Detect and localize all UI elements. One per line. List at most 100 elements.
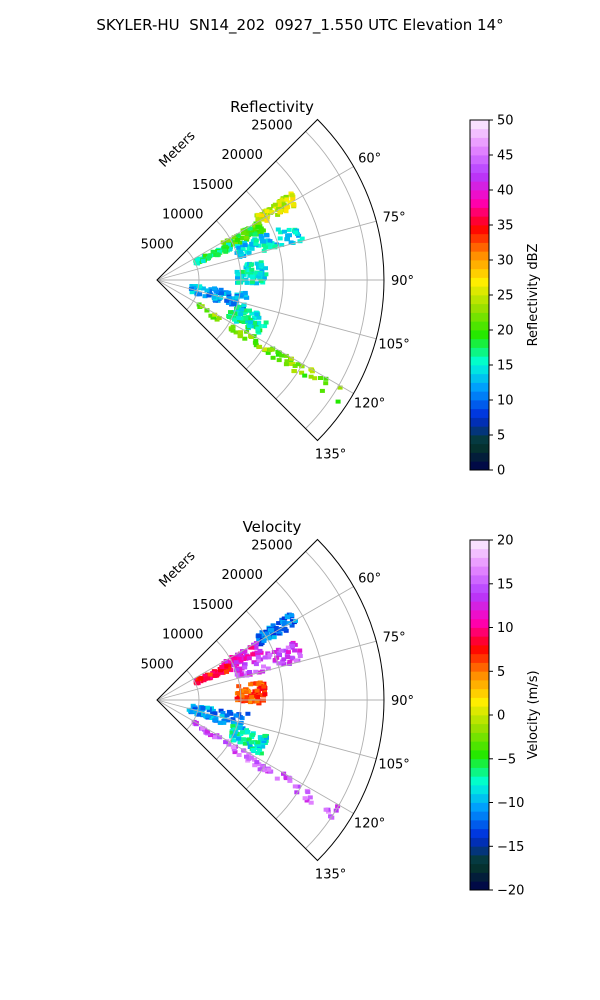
echo-cell: [283, 353, 289, 358]
echo-cell: [229, 730, 235, 735]
azimuth-spoke: [156, 166, 354, 281]
echo-cell: [254, 312, 260, 317]
echo-cell: [275, 212, 281, 217]
echo-cluster: [186, 703, 251, 731]
echo-cell: [228, 668, 234, 673]
echo-cell: [290, 644, 295, 648]
echo-cell: [243, 699, 249, 703]
echo-cell: [226, 242, 231, 247]
echo-cell: [226, 238, 232, 243]
echo-cell: [243, 237, 249, 242]
echo-cell: [239, 292, 245, 297]
echo-cell: [275, 227, 281, 232]
azimuth-tick-label: 120°: [354, 397, 385, 412]
echo-cell: [318, 376, 323, 380]
echo-cell: [246, 268, 252, 273]
echo-cell: [277, 236, 283, 241]
echo-cell: [293, 658, 299, 663]
echo-cell: [212, 312, 218, 317]
velocity-panel: Velocity 60° 75° 90° 105° 120° 135° 5000 10000 15…: [0, 510, 600, 930]
echo-cell: [242, 649, 248, 654]
echo-cell: [200, 726, 206, 731]
colorbar-swatch: [470, 793, 489, 803]
echo-cell: [266, 636, 272, 641]
echo-cell: [230, 724, 236, 729]
echo-cell: [247, 318, 253, 322]
echo-cell: [240, 316, 246, 321]
echo-cell: [256, 274, 262, 279]
echo-cell: [256, 221, 262, 226]
echo-cell: [248, 320, 253, 325]
echo-cell: [254, 270, 260, 275]
echo-cell: [258, 684, 264, 689]
echo-cell: [213, 252, 219, 257]
echo-cell: [283, 776, 289, 781]
echo-cell: [246, 752, 252, 757]
echo-cell: [285, 655, 291, 659]
echo-cell: [247, 670, 253, 674]
echo-cell: [275, 352, 281, 357]
colorbar-tick-label: 10: [497, 621, 514, 636]
echo-cell: [217, 735, 223, 740]
colorbar-swatch: [470, 198, 489, 208]
echo-cell: [295, 784, 301, 789]
range-tick-label: 5000: [141, 657, 174, 672]
azimuth-spoke: [156, 279, 354, 394]
range-tick-label: 15000: [192, 598, 233, 613]
echo-cell: [274, 776, 280, 781]
echo-cell: [255, 224, 261, 229]
echo-cell: [200, 286, 206, 291]
echo-cell: [226, 293, 232, 298]
echo-cell: [249, 232, 255, 237]
echo-cell: [299, 236, 305, 241]
echo-cell: [261, 239, 267, 244]
echo-cell: [208, 287, 214, 292]
echo-cell: [284, 615, 290, 619]
echo-cell: [195, 257, 201, 262]
echo-cell: [197, 706, 203, 711]
echo-cell: [231, 733, 237, 738]
echo-cell: [288, 240, 294, 245]
echo-cell: [237, 668, 243, 672]
echo-cell: [256, 324, 262, 328]
echo-cell: [262, 347, 267, 352]
echo-cell: [225, 290, 231, 295]
echo-cell: [263, 245, 269, 250]
echo-cell: [261, 739, 267, 744]
echo-cell: [259, 213, 265, 218]
echo-cell: [279, 197, 285, 202]
echo-cell: [266, 655, 272, 660]
echo-cell: [262, 324, 268, 329]
echo-cell: [236, 734, 242, 739]
echo-cell: [255, 326, 261, 331]
colorbar-swatch: [470, 277, 489, 287]
echo-cell: [218, 287, 224, 292]
colorbar-tick-label: 50: [497, 114, 514, 129]
echo-cell: [287, 776, 293, 781]
echo-cell: [263, 272, 269, 277]
echo-cell: [204, 705, 210, 710]
echo-cell: [247, 308, 252, 313]
echo-cell: [271, 632, 277, 637]
colorbar-swatch: [470, 592, 489, 602]
echo-cell: [257, 767, 263, 772]
echo-cell: [274, 655, 280, 660]
echo-cell: [202, 294, 208, 299]
echo-cell: [234, 250, 240, 255]
colorbar-swatch: [470, 207, 489, 217]
echo-cell: [238, 740, 243, 745]
colorbar-swatch: [470, 382, 489, 392]
reflectivity-panel: Reflectivity 60° 75° 90° 105° 120° 135° 5000 100…: [0, 90, 600, 510]
echo-cell: [197, 284, 203, 289]
echo-cell: [242, 308, 248, 313]
echo-cell: [229, 663, 234, 668]
echo-cell: [290, 196, 296, 201]
echo-cell: [252, 223, 258, 228]
colorbar-swatch: [470, 321, 489, 331]
echo-cell: [223, 740, 229, 745]
echo-cell: [227, 247, 233, 251]
azimuth-tick-label: 135°: [315, 868, 346, 883]
echo-cell: [263, 266, 268, 271]
echo-cell: [208, 672, 214, 677]
echo-cell: [282, 229, 287, 234]
